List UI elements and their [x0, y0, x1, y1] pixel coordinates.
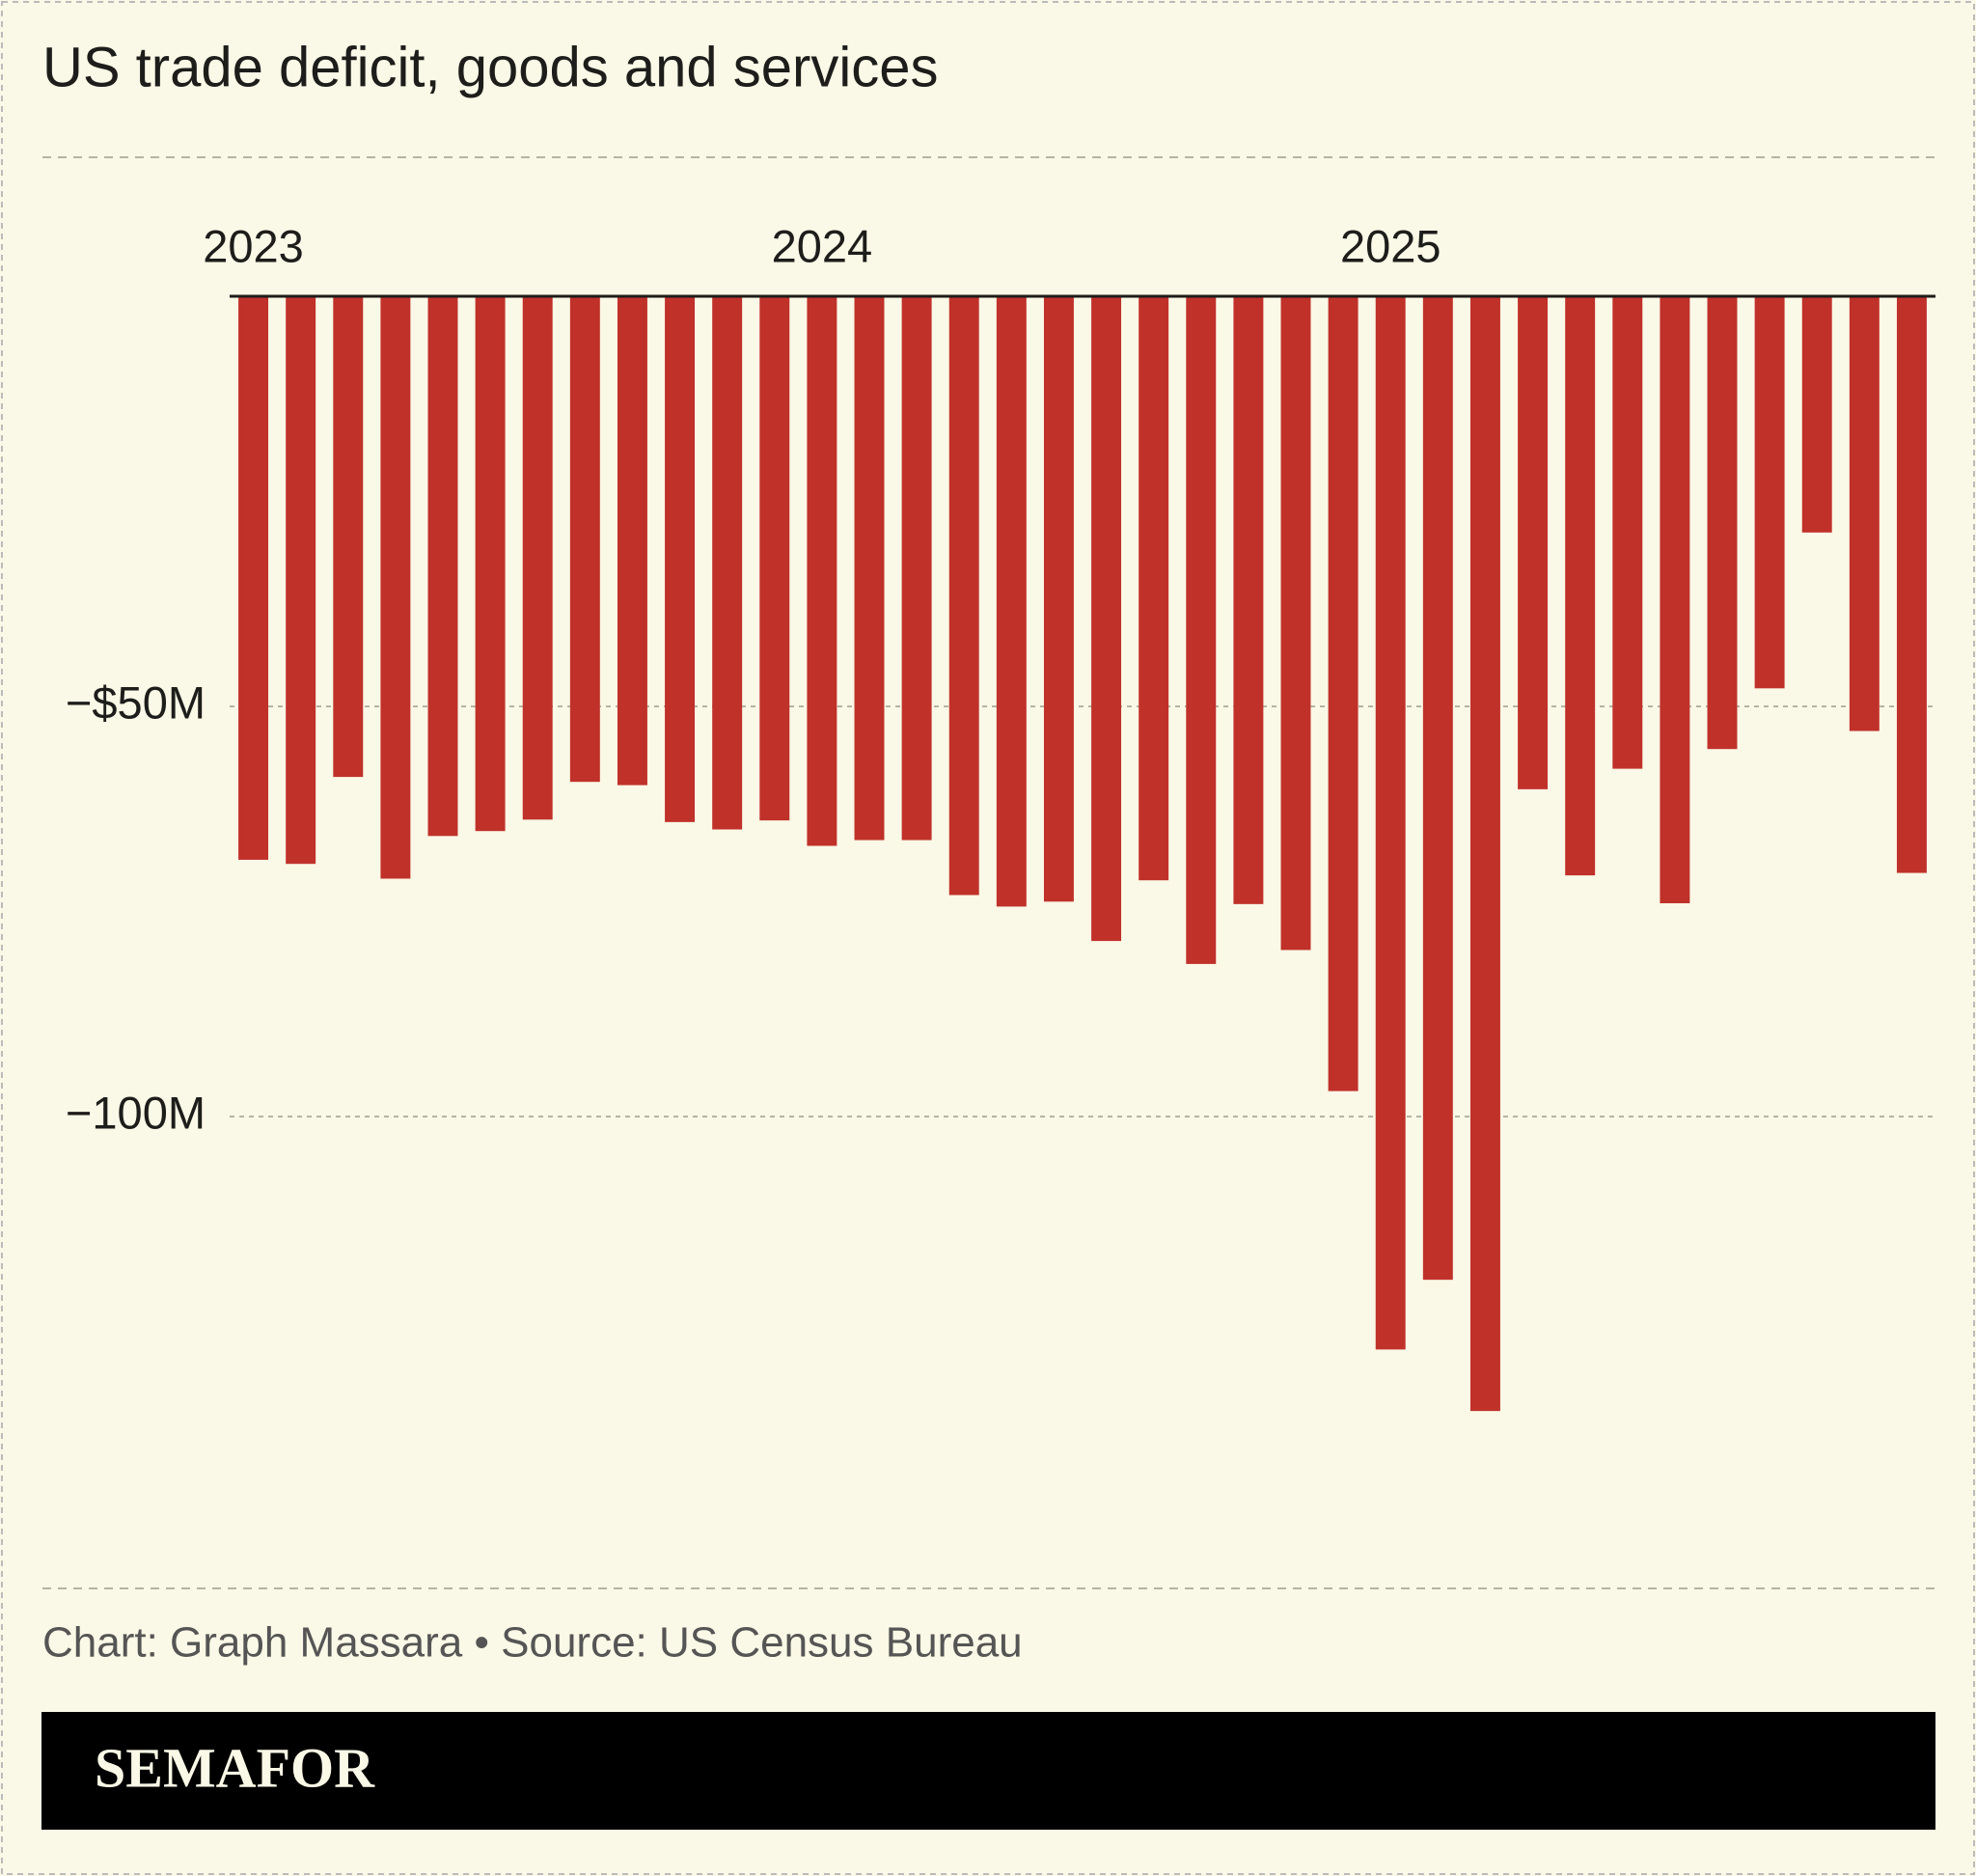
x-tick-label: 2025 — [1340, 220, 1441, 271]
y-tick-label: −100M — [66, 1087, 206, 1138]
bar — [665, 296, 696, 822]
bar — [617, 296, 647, 786]
bar — [807, 296, 837, 846]
bar — [1518, 296, 1549, 789]
bar — [1233, 296, 1264, 904]
bar — [1801, 296, 1832, 533]
bar — [1849, 296, 1880, 731]
bar — [854, 296, 885, 841]
bar — [1186, 296, 1217, 964]
bar — [1896, 296, 1927, 873]
bar — [996, 296, 1027, 907]
bar — [522, 296, 553, 820]
bar — [1280, 296, 1311, 951]
bar — [238, 296, 269, 860]
y-tick-label: −$50M — [66, 676, 206, 728]
x-tick-label: 2024 — [772, 220, 873, 271]
bar — [1469, 296, 1500, 1412]
bar — [427, 296, 458, 837]
chart-title: US trade deficit, goods and services — [42, 36, 938, 98]
bar — [1612, 296, 1643, 769]
bar — [1565, 296, 1596, 876]
bar — [948, 296, 979, 896]
bar — [380, 296, 411, 879]
bar — [333, 296, 364, 778]
bar — [1328, 296, 1358, 1091]
bar — [901, 296, 932, 841]
bar — [1091, 296, 1122, 942]
brand: SEMAFOR — [95, 1736, 375, 1799]
x-tick-label: 2023 — [203, 220, 304, 271]
bar — [1660, 296, 1690, 903]
bar — [1375, 296, 1406, 1350]
bar — [1707, 296, 1738, 750]
bar — [1139, 296, 1169, 881]
bar — [1422, 296, 1453, 1281]
bar — [1043, 296, 1074, 902]
bar — [475, 296, 506, 832]
bar — [286, 296, 316, 865]
source-note: Chart: Graph Massara • Source: US Census… — [42, 1619, 1023, 1667]
bar — [759, 296, 790, 821]
bar — [712, 296, 743, 830]
bar — [1754, 296, 1785, 689]
brand-bar — [41, 1712, 1935, 1830]
bar — [569, 296, 600, 783]
